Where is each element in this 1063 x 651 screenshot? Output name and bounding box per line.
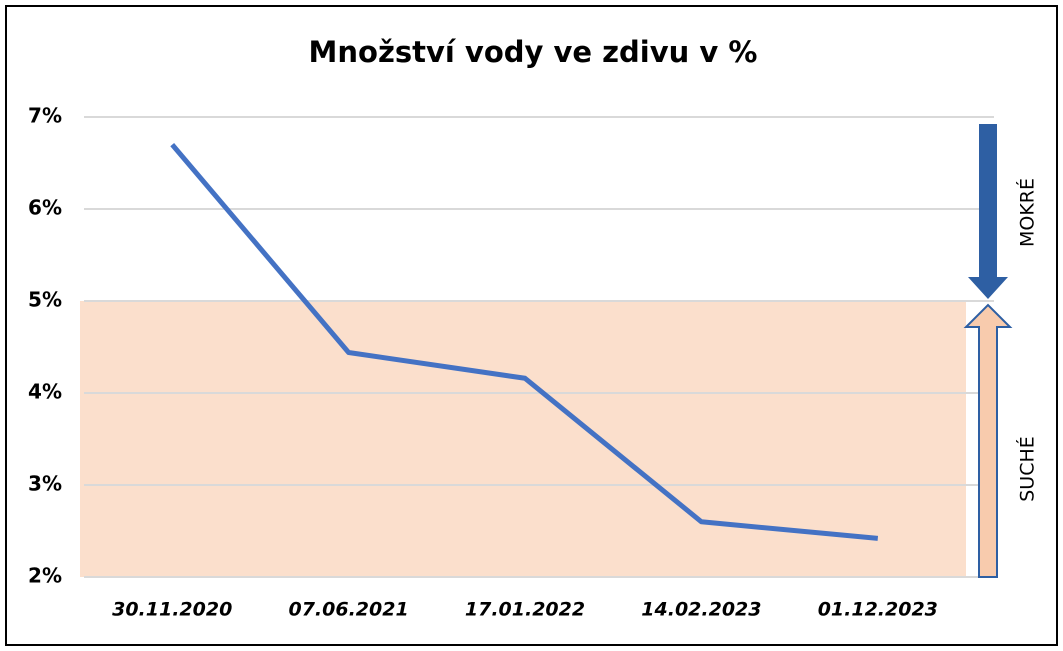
chart-title: Množství vody ve zdivu v % [309, 35, 758, 69]
x-tick-label: 07.06.2021 [288, 599, 408, 621]
wet-arrow [968, 124, 1008, 299]
x-tick-label: 17.01.2022 [465, 599, 585, 621]
x-tick-label: 14.02.2023 [641, 599, 761, 621]
dry-arrow [963, 303, 1013, 578]
y-tick-label: 5% [28, 288, 62, 312]
y-tick-label: 2% [28, 564, 62, 588]
y-tick-label: 7% [28, 104, 62, 128]
y-tick-label: 3% [28, 472, 62, 496]
y-tick-label: 4% [28, 380, 62, 404]
x-tick-label: 01.12.2023 [818, 599, 938, 621]
dry-label: SUCHÉ [1016, 436, 1039, 502]
x-tick-label: 30.11.2020 [112, 599, 232, 621]
line [170, 142, 879, 541]
y-tick-label: 6% [28, 196, 62, 220]
wet-label: MOKRÉ [1016, 178, 1039, 247]
